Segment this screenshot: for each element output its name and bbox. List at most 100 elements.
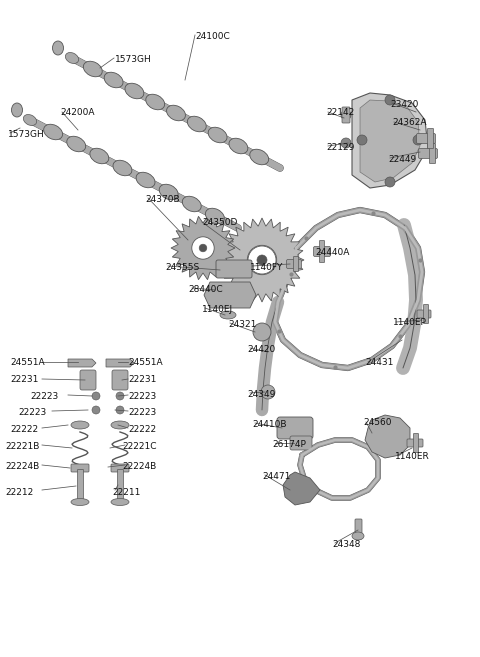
Polygon shape	[204, 282, 256, 308]
Ellipse shape	[44, 124, 62, 140]
Text: 24551A: 24551A	[128, 358, 163, 367]
Text: 24350D: 24350D	[202, 218, 238, 227]
Ellipse shape	[111, 421, 129, 429]
Ellipse shape	[71, 499, 89, 505]
Circle shape	[253, 323, 271, 341]
Ellipse shape	[167, 105, 185, 121]
Text: 26174P: 26174P	[272, 440, 306, 449]
Circle shape	[385, 177, 395, 187]
FancyBboxPatch shape	[118, 470, 123, 503]
Text: 22223: 22223	[128, 408, 156, 417]
Text: 22129: 22129	[326, 143, 354, 152]
Text: 24560: 24560	[363, 418, 392, 427]
Polygon shape	[106, 359, 134, 367]
Circle shape	[257, 255, 267, 265]
Text: 22449: 22449	[388, 155, 416, 164]
FancyBboxPatch shape	[313, 246, 331, 256]
Circle shape	[413, 135, 423, 145]
Circle shape	[385, 95, 395, 105]
Circle shape	[234, 232, 290, 288]
Ellipse shape	[136, 172, 155, 188]
Text: 23420: 23420	[390, 100, 419, 109]
Text: 22223: 22223	[30, 392, 58, 401]
FancyBboxPatch shape	[112, 370, 128, 390]
Ellipse shape	[52, 41, 63, 55]
Ellipse shape	[12, 103, 23, 117]
Ellipse shape	[24, 114, 36, 125]
Ellipse shape	[111, 499, 129, 505]
FancyBboxPatch shape	[80, 370, 96, 390]
FancyBboxPatch shape	[417, 133, 435, 143]
Text: 22221B: 22221B	[5, 442, 39, 451]
Circle shape	[248, 246, 276, 274]
Text: 1573GH: 1573GH	[115, 55, 152, 64]
FancyBboxPatch shape	[77, 470, 84, 503]
Ellipse shape	[65, 53, 79, 64]
FancyBboxPatch shape	[277, 417, 313, 439]
Text: 24471: 24471	[262, 472, 290, 481]
FancyBboxPatch shape	[71, 464, 89, 472]
Text: 24410B: 24410B	[252, 420, 287, 429]
Polygon shape	[360, 100, 420, 182]
FancyBboxPatch shape	[417, 310, 431, 318]
Text: 22222: 22222	[10, 425, 38, 434]
Text: 24551A: 24551A	[10, 358, 45, 367]
Text: 22223: 22223	[18, 408, 46, 417]
Text: 22223: 22223	[128, 392, 156, 401]
Polygon shape	[352, 93, 428, 188]
Text: 22224B: 22224B	[5, 462, 39, 471]
Text: 1140EP: 1140EP	[393, 318, 427, 327]
Circle shape	[192, 237, 214, 260]
Ellipse shape	[125, 83, 144, 99]
FancyBboxPatch shape	[428, 129, 433, 148]
Ellipse shape	[352, 532, 364, 540]
Text: 1140EJ: 1140EJ	[202, 305, 233, 314]
Ellipse shape	[205, 208, 224, 224]
Ellipse shape	[90, 148, 109, 164]
Circle shape	[341, 138, 351, 148]
Circle shape	[199, 244, 207, 252]
Text: 24355S: 24355S	[165, 263, 199, 272]
FancyBboxPatch shape	[419, 148, 437, 158]
Text: 24431: 24431	[365, 358, 394, 367]
Text: 1140ER: 1140ER	[395, 452, 430, 461]
Text: 24440A: 24440A	[315, 248, 349, 257]
Text: 22222: 22222	[128, 425, 156, 434]
Circle shape	[357, 135, 367, 145]
Text: 22231: 22231	[128, 375, 156, 384]
Text: 24370B: 24370B	[145, 195, 180, 204]
Ellipse shape	[159, 184, 178, 200]
Circle shape	[341, 110, 351, 120]
Ellipse shape	[220, 311, 236, 319]
Ellipse shape	[208, 127, 227, 143]
Text: 22212: 22212	[5, 488, 33, 497]
Text: 24200A: 24200A	[60, 108, 95, 117]
FancyBboxPatch shape	[413, 434, 419, 453]
Text: 1573GH: 1573GH	[8, 130, 45, 139]
Circle shape	[92, 406, 100, 414]
Polygon shape	[220, 218, 304, 302]
FancyBboxPatch shape	[290, 436, 312, 450]
FancyBboxPatch shape	[407, 439, 423, 447]
Text: 24362A: 24362A	[392, 118, 427, 127]
Ellipse shape	[229, 138, 248, 154]
FancyBboxPatch shape	[430, 143, 435, 164]
Circle shape	[116, 406, 124, 414]
Ellipse shape	[113, 160, 132, 175]
Text: 22211: 22211	[112, 488, 140, 497]
FancyBboxPatch shape	[216, 260, 252, 278]
FancyBboxPatch shape	[423, 304, 429, 323]
Circle shape	[261, 385, 275, 399]
Text: 28440C: 28440C	[188, 285, 223, 294]
FancyBboxPatch shape	[293, 256, 299, 271]
Ellipse shape	[84, 61, 102, 77]
FancyBboxPatch shape	[287, 260, 301, 269]
Circle shape	[116, 392, 124, 400]
Polygon shape	[365, 415, 410, 458]
Text: 24420: 24420	[247, 345, 275, 354]
Text: 22221C: 22221C	[122, 442, 156, 451]
Text: 24100C: 24100C	[195, 32, 230, 41]
Text: 24321: 24321	[228, 320, 256, 329]
Text: 24348: 24348	[332, 540, 360, 549]
Text: 1140FY: 1140FY	[250, 263, 283, 272]
